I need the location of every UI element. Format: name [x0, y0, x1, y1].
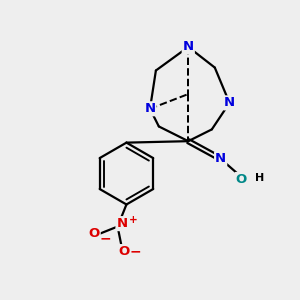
Text: N: N	[215, 152, 226, 165]
Text: N: N	[224, 96, 235, 110]
Text: O: O	[236, 173, 247, 186]
Text: −: −	[130, 244, 141, 258]
Text: H: H	[254, 173, 264, 183]
Text: O: O	[88, 227, 100, 240]
Text: N: N	[116, 217, 128, 230]
Text: +: +	[128, 215, 137, 225]
Text: O: O	[118, 245, 129, 258]
Text: N: N	[144, 102, 156, 115]
Text: N: N	[183, 40, 194, 53]
Text: −: −	[100, 231, 112, 245]
